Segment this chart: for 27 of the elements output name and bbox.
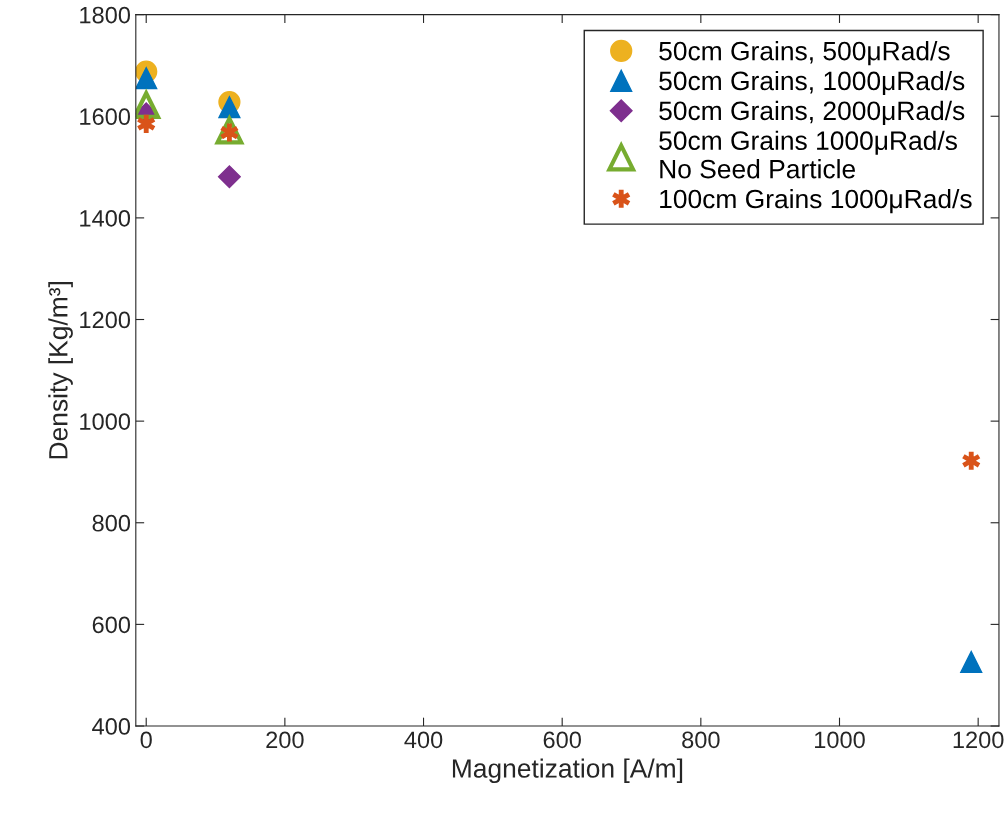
x-axis-title: Magnetization [A/m] (452, 758, 683, 784)
y-tick-label: 1000 (80, 413, 131, 430)
point (214, 114, 245, 145)
y-tick-label: 1800 (80, 6, 131, 24)
y-tick-label: 1400 (80, 209, 131, 227)
x-tick-label: 1200 (953, 731, 1004, 749)
x-tick-label: 800 (682, 731, 720, 749)
x-tick-label: 200 (266, 731, 304, 749)
y-tick-label: 800 (92, 514, 131, 532)
point (218, 96, 241, 119)
point (135, 67, 158, 90)
y-tick-label: 1200 (80, 311, 131, 329)
legend-label: 50cm Grains, 2000μRad/s (659, 100, 965, 125)
x-tick-label: 400 (404, 731, 443, 749)
legend-label: 50cm Grains 1000μRad/s No Seed Particle (659, 130, 957, 179)
legend-label: 50cm Grains, 500μRad/s (659, 41, 950, 66)
y-axis-title: Density [Kg/m³] (48, 282, 73, 459)
x-tick-label: 1000 (815, 731, 865, 749)
x-tick-label: 0 (140, 731, 152, 749)
point (960, 650, 983, 674)
x-tick-label: 600 (543, 731, 581, 749)
legend-label: 50cm Grains, 1000μRad/s (659, 70, 965, 96)
y-tick-label: 600 (92, 616, 131, 634)
legend-label: 100cm Grains 1000μRad/s (660, 188, 972, 214)
point (217, 165, 241, 189)
y-tick-label: 1600 (80, 108, 131, 126)
y-tick-label: 400 (92, 718, 131, 735)
